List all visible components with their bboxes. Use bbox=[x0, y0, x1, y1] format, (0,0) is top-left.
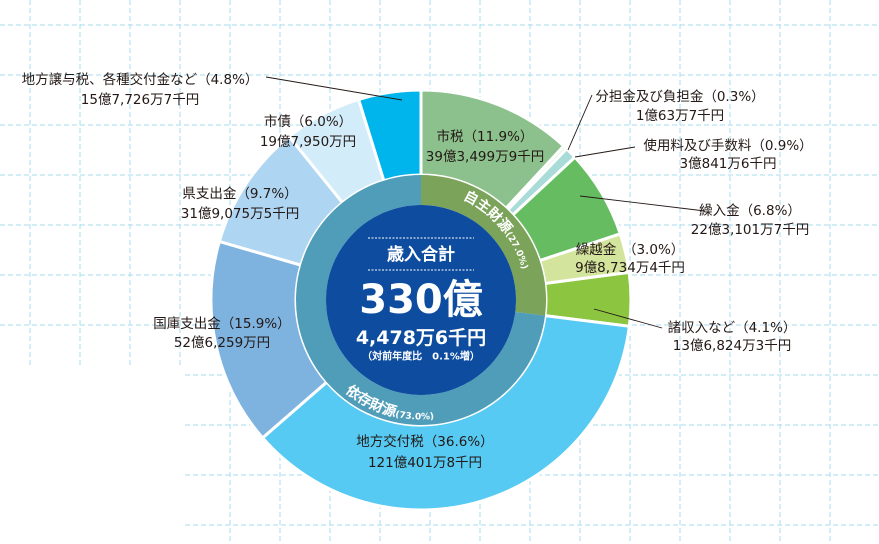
donut-slices bbox=[209, 88, 633, 512]
group-ring bbox=[296, 175, 547, 425]
ring-segment-0 bbox=[421, 175, 547, 316]
slice-label-6: 地方交付税（36.6%） bbox=[356, 433, 493, 450]
slice-amount-6: 121億401万8千円 bbox=[368, 455, 482, 471]
slice-amount-8: 31億9,075万5千円 bbox=[181, 206, 299, 222]
leader-lines bbox=[265, 76, 706, 329]
slice-label-0: 市税（11.9%） bbox=[437, 128, 534, 145]
slice-amount-0: 39億3,499万9千円 bbox=[426, 149, 544, 165]
slice-labels: 市税（11.9%） 39億3,499万9千円 分担金及び負担金（0.3%） 1億63万… bbox=[22, 71, 813, 471]
center-total-main: 330億 bbox=[359, 277, 483, 323]
leader-line-1 bbox=[567, 94, 593, 151]
slice-amount-1: 1億63万7千円 bbox=[636, 108, 724, 124]
leader-line-3 bbox=[579, 195, 706, 212]
slice-label-4: 繰越金 （3.0%） bbox=[576, 242, 685, 258]
slice-label-8: 県支出金（9.7%） bbox=[182, 186, 297, 202]
slice-amount-7: 52億6,259万円 bbox=[174, 335, 270, 351]
slice-amount-5: 13億6,824万3千円 bbox=[673, 338, 791, 354]
slice-label-5: 諸収入など（4.1%） bbox=[668, 320, 797, 336]
slice-amount-3: 22億3,101万7千円 bbox=[691, 222, 809, 238]
slice-amount-9: 19億7,950万円 bbox=[260, 134, 356, 150]
center-change: （対前年度比 0.1%増） bbox=[362, 350, 480, 363]
leader-line-2 bbox=[574, 146, 636, 158]
leader-line-10 bbox=[265, 76, 403, 101]
slice-label-10: 地方譲与税、各種交付金など（4.8%） bbox=[22, 71, 259, 88]
slice-label-9: 市債（6.0%） bbox=[264, 113, 352, 130]
slice-label-7: 国庫支出金（15.9%） bbox=[153, 316, 290, 332]
slice-amount-4: 9億8,734万4千円 bbox=[575, 260, 685, 276]
center-disc bbox=[326, 205, 516, 395]
slice-label-2: 使用料及び手数料（0.9%） bbox=[643, 137, 812, 154]
slice-label-3: 繰入金（6.8%） bbox=[699, 203, 801, 219]
slice-label-1: 分担金及び負担金（0.3%） bbox=[595, 89, 764, 105]
slice-amount-2: 3億841万6千円 bbox=[680, 156, 777, 172]
center-title: 歳入合計 bbox=[387, 244, 455, 265]
center-total-sub: 4,478万6千円 bbox=[356, 327, 486, 349]
leader-line-5 bbox=[593, 308, 663, 329]
slice-amount-10: 15億7,726万7千円 bbox=[81, 92, 199, 108]
